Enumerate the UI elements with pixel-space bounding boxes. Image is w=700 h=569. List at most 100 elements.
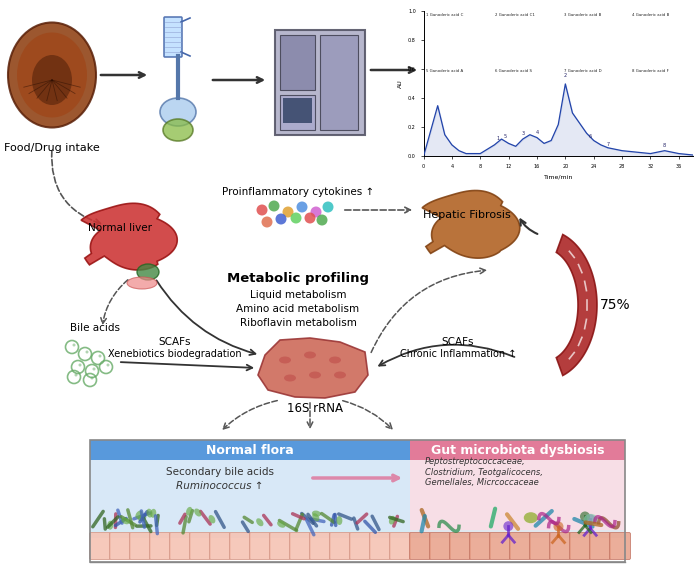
Ellipse shape xyxy=(277,521,286,528)
Y-axis label: AU: AU xyxy=(398,80,402,88)
FancyBboxPatch shape xyxy=(190,533,211,559)
FancyBboxPatch shape xyxy=(570,533,591,559)
FancyBboxPatch shape xyxy=(169,533,190,559)
Ellipse shape xyxy=(17,32,87,118)
Ellipse shape xyxy=(337,516,342,525)
Text: 3: 3 xyxy=(522,131,524,137)
FancyBboxPatch shape xyxy=(280,95,315,130)
Text: Metabolic profiling: Metabolic profiling xyxy=(227,271,369,284)
Text: 75%: 75% xyxy=(600,298,631,312)
FancyBboxPatch shape xyxy=(90,440,410,460)
FancyBboxPatch shape xyxy=(309,533,330,559)
Text: 8: 8 xyxy=(663,143,666,148)
Ellipse shape xyxy=(138,515,146,521)
Text: Normal flora: Normal flora xyxy=(206,443,294,456)
Ellipse shape xyxy=(329,357,341,364)
Circle shape xyxy=(585,514,595,524)
Text: 4 Ganoderic acid B: 4 Ganoderic acid B xyxy=(632,13,670,17)
Ellipse shape xyxy=(163,119,193,141)
Ellipse shape xyxy=(160,98,196,126)
Polygon shape xyxy=(556,234,597,376)
Text: SCAFs: SCAFs xyxy=(442,337,475,347)
Ellipse shape xyxy=(186,507,193,516)
Text: SCAFs: SCAFs xyxy=(159,337,191,347)
Ellipse shape xyxy=(135,510,143,519)
Circle shape xyxy=(269,200,279,212)
Polygon shape xyxy=(422,191,520,258)
Ellipse shape xyxy=(121,517,130,524)
Circle shape xyxy=(580,512,590,521)
Text: Secondary bile acids: Secondary bile acids xyxy=(166,467,274,477)
FancyBboxPatch shape xyxy=(290,533,311,559)
Ellipse shape xyxy=(256,518,263,526)
Text: Proinflammatory cytokines ↑: Proinflammatory cytokines ↑ xyxy=(222,187,374,197)
FancyBboxPatch shape xyxy=(410,533,430,559)
Ellipse shape xyxy=(304,352,316,358)
Circle shape xyxy=(73,344,76,347)
FancyBboxPatch shape xyxy=(209,533,230,559)
FancyBboxPatch shape xyxy=(410,440,625,460)
Text: 6 Ganoderic acid S: 6 Ganoderic acid S xyxy=(495,69,532,73)
Ellipse shape xyxy=(209,515,216,523)
FancyBboxPatch shape xyxy=(109,533,130,559)
FancyBboxPatch shape xyxy=(510,533,531,559)
Ellipse shape xyxy=(584,514,598,525)
Ellipse shape xyxy=(150,509,156,518)
FancyBboxPatch shape xyxy=(90,530,625,538)
Circle shape xyxy=(554,522,564,531)
FancyBboxPatch shape xyxy=(449,533,470,559)
Circle shape xyxy=(78,364,81,366)
FancyBboxPatch shape xyxy=(249,533,270,559)
Ellipse shape xyxy=(194,509,202,517)
Text: 5 Ganoderic acid A: 5 Ganoderic acid A xyxy=(426,69,463,73)
Ellipse shape xyxy=(284,374,296,381)
Text: Liquid metabolism: Liquid metabolism xyxy=(250,290,346,300)
Text: Normal liver: Normal liver xyxy=(88,223,152,233)
Circle shape xyxy=(276,213,286,225)
Circle shape xyxy=(90,377,94,380)
FancyBboxPatch shape xyxy=(330,533,351,559)
FancyBboxPatch shape xyxy=(349,533,370,559)
Polygon shape xyxy=(81,203,177,270)
FancyBboxPatch shape xyxy=(150,533,171,559)
X-axis label: Time/min: Time/min xyxy=(544,175,573,180)
FancyBboxPatch shape xyxy=(370,533,391,559)
Ellipse shape xyxy=(127,277,157,289)
Circle shape xyxy=(316,215,328,225)
Circle shape xyxy=(256,204,267,216)
FancyBboxPatch shape xyxy=(410,460,625,532)
Text: 7: 7 xyxy=(606,142,610,147)
Ellipse shape xyxy=(32,55,72,105)
FancyBboxPatch shape xyxy=(529,533,550,559)
Circle shape xyxy=(311,207,321,217)
FancyBboxPatch shape xyxy=(283,98,312,123)
Ellipse shape xyxy=(312,513,319,521)
Ellipse shape xyxy=(334,372,346,378)
Text: Ruminococcus ↑: Ruminococcus ↑ xyxy=(176,481,264,491)
Ellipse shape xyxy=(312,510,321,517)
Text: Chronic Inflammation ↑: Chronic Inflammation ↑ xyxy=(400,349,516,359)
FancyBboxPatch shape xyxy=(389,533,410,559)
FancyBboxPatch shape xyxy=(130,533,150,559)
Circle shape xyxy=(503,521,513,531)
Text: Riboflavin metabolism: Riboflavin metabolism xyxy=(239,318,356,328)
Text: Hepatic Fibrosis: Hepatic Fibrosis xyxy=(423,210,511,220)
Text: 5: 5 xyxy=(503,134,507,139)
Text: Gut microbiota dysbiosis: Gut microbiota dysbiosis xyxy=(430,443,604,456)
Ellipse shape xyxy=(107,521,113,530)
Ellipse shape xyxy=(524,512,538,523)
Circle shape xyxy=(99,354,101,357)
FancyBboxPatch shape xyxy=(164,17,182,57)
FancyBboxPatch shape xyxy=(230,533,251,559)
Circle shape xyxy=(85,351,88,353)
Text: 16S rRNA: 16S rRNA xyxy=(287,402,343,414)
Text: 1 Ganoderic acid C: 1 Ganoderic acid C xyxy=(426,13,463,17)
Ellipse shape xyxy=(279,357,291,364)
Text: Amino acid metabolism: Amino acid metabolism xyxy=(237,304,360,314)
Text: 1: 1 xyxy=(496,136,500,141)
Ellipse shape xyxy=(309,372,321,378)
FancyBboxPatch shape xyxy=(489,533,510,559)
Text: 4: 4 xyxy=(536,130,538,135)
FancyBboxPatch shape xyxy=(270,533,290,559)
FancyBboxPatch shape xyxy=(275,30,365,135)
